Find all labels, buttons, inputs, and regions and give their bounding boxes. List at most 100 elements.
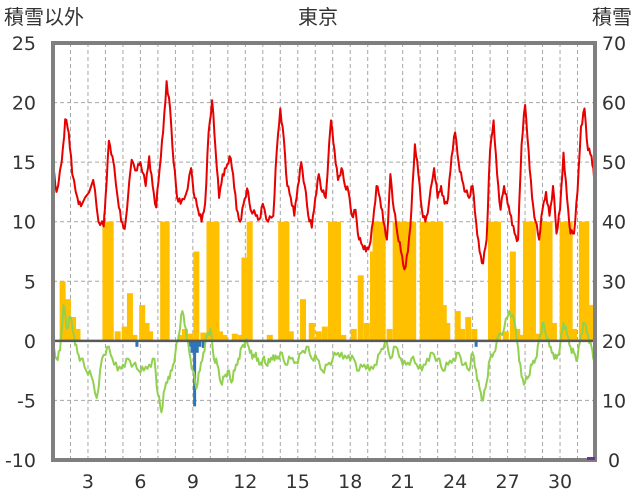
orange-bar: [350, 328, 357, 341]
orange-bar: [410, 221, 417, 341]
orange-bar: [187, 333, 194, 341]
orange-bar: [419, 221, 426, 341]
orange-bar: [363, 322, 370, 341]
orange-bar: [550, 322, 557, 341]
orange-bar: [526, 221, 533, 341]
orange-bar: [121, 326, 128, 341]
orange-bar: [216, 331, 223, 341]
orange-bar: [487, 221, 494, 341]
orange-bar: [404, 221, 411, 341]
orange-bar: [546, 221, 553, 341]
orange-bar: [440, 305, 447, 341]
x-tick-label: 18: [338, 471, 362, 493]
orange-bar: [287, 331, 294, 341]
orange-bar: [237, 334, 244, 341]
right-y-tick-label: 70: [602, 33, 626, 55]
orange-bar: [386, 328, 393, 341]
left-axis-title: 積雪以外: [4, 5, 84, 29]
blue-bar: [474, 340, 478, 347]
orange-bar: [321, 326, 328, 341]
orange-bar: [340, 334, 347, 341]
orange-bar: [209, 221, 216, 341]
orange-bar: [400, 221, 407, 341]
right-y-tick-label: 30: [602, 271, 626, 293]
left-y-tick-label: 20: [12, 93, 36, 115]
orange-bar: [543, 221, 550, 341]
orange-bar: [315, 331, 322, 341]
x-tick-label: 9: [187, 471, 199, 493]
x-tick-label: 12: [233, 471, 257, 493]
x-tick-label: 3: [82, 471, 94, 493]
blue-bar: [195, 340, 199, 353]
right-axis-title: 積雪: [592, 5, 632, 29]
left-y-tick-label: -10: [5, 450, 36, 472]
orange-bar: [379, 221, 386, 341]
orange-bar: [491, 221, 498, 341]
orange-bar: [160, 221, 167, 341]
orange-bar: [571, 328, 578, 341]
left-y-tick-label: 10: [12, 212, 36, 234]
orange-bar: [300, 299, 307, 341]
orange-bar: [357, 275, 364, 341]
orange-bar: [182, 328, 189, 341]
orange-bar: [522, 221, 529, 341]
right-y-tick-label: 0: [608, 450, 620, 472]
orange-bar: [566, 221, 573, 341]
orange-bar: [454, 311, 461, 341]
x-tick-label: 24: [443, 471, 467, 493]
orange-bar: [437, 221, 444, 341]
chart-title: 東京: [298, 5, 338, 29]
orange-bar: [334, 221, 341, 341]
x-tick-label: 15: [286, 471, 310, 493]
axis-titles: 積雪以外 東京 積雪: [4, 5, 632, 29]
blue-bar: [190, 340, 194, 353]
orange-bar: [427, 221, 434, 341]
orange-bar: [131, 334, 138, 341]
orange-bar: [241, 257, 248, 341]
orange-bar: [331, 221, 338, 341]
orange-bar: [587, 305, 594, 341]
orange-bar: [107, 221, 114, 341]
gridlines: [53, 43, 595, 460]
blue-bar: [198, 340, 202, 347]
orange-bar: [126, 293, 133, 341]
orange-bar: [308, 322, 315, 341]
left-y-tick-label: 15: [12, 152, 36, 174]
red-line: [52, 80, 596, 271]
x-tick-label: 6: [134, 471, 146, 493]
corner-marker: [587, 457, 595, 460]
orange-bar: [278, 221, 285, 341]
right-y-tick-label: 60: [602, 93, 626, 115]
orange-bar: [444, 322, 451, 341]
orange-bar: [327, 221, 334, 341]
orange-bar: [578, 221, 585, 341]
orange-bar: [114, 331, 121, 341]
orange-bar: [206, 221, 213, 341]
orange-bar: [266, 334, 273, 341]
orange-bar: [396, 221, 403, 341]
orange-bar: [231, 333, 238, 341]
right-y-tick-label: 50: [602, 152, 626, 174]
blue-bar: [201, 340, 205, 349]
orange-bar: [423, 221, 430, 341]
right-y-tick-label: 10: [602, 390, 626, 412]
green-line: [52, 304, 595, 414]
orange-bar: [221, 334, 228, 341]
orange-bar: [529, 221, 536, 341]
orange-bar: [283, 221, 290, 341]
orange-bar: [392, 221, 399, 341]
orange-bar: [64, 299, 71, 341]
orange-bar: [163, 221, 170, 341]
orange-bar: [143, 322, 150, 341]
orange-bar: [494, 221, 501, 341]
orange-bar: [432, 221, 439, 341]
blue-bar: [187, 340, 191, 347]
orange-bar: [471, 328, 478, 341]
left-y-tick-label: 25: [12, 33, 36, 55]
x-tick-label: 21: [391, 471, 415, 493]
left-y-tick-label: 0: [24, 331, 36, 353]
orange-bar: [583, 221, 590, 341]
bars: [59, 221, 594, 407]
orange-bar: [213, 221, 220, 341]
orange-bar: [539, 221, 546, 341]
